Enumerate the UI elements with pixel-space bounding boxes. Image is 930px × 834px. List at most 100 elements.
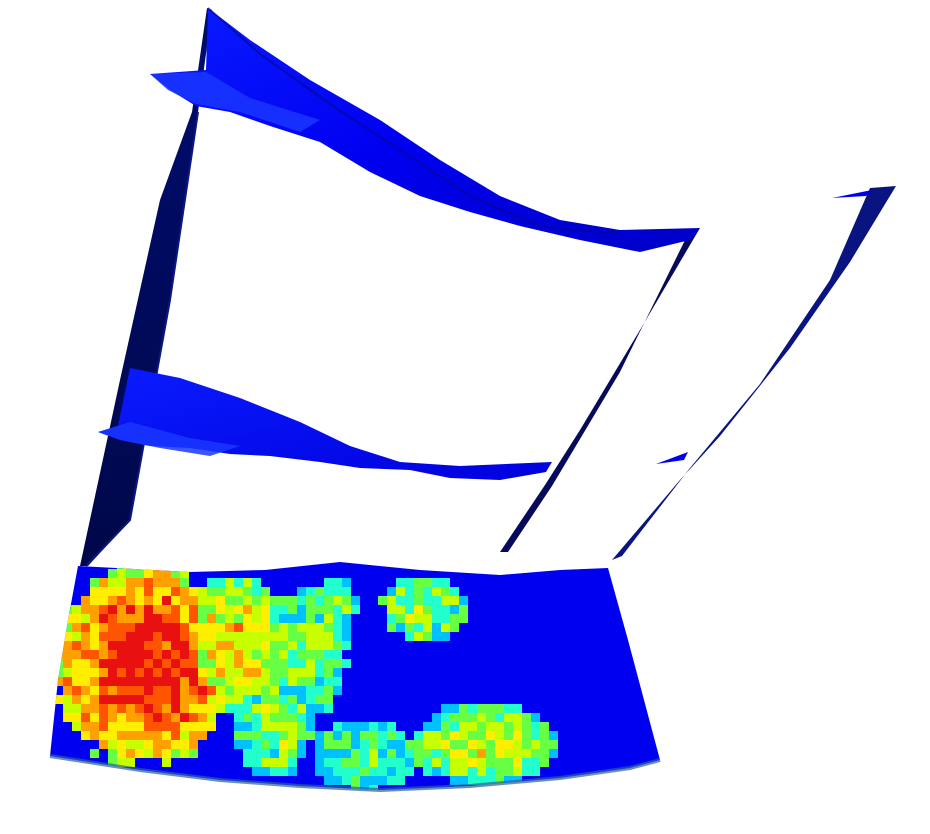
property-cell bbox=[360, 749, 369, 758]
property-cell bbox=[315, 758, 324, 767]
property-cell bbox=[306, 722, 315, 731]
property-cell bbox=[72, 713, 81, 722]
property-cell bbox=[81, 632, 90, 641]
property-cell bbox=[81, 695, 90, 704]
property-cell bbox=[144, 722, 153, 731]
property-cell bbox=[108, 632, 117, 641]
property-cell bbox=[99, 623, 108, 632]
property-cell bbox=[144, 623, 153, 632]
property-cell bbox=[108, 641, 117, 650]
property-cell bbox=[117, 641, 126, 650]
property-cell bbox=[153, 623, 162, 632]
property-cell bbox=[315, 632, 324, 641]
property-cell bbox=[189, 686, 198, 695]
property-cell bbox=[243, 614, 252, 623]
property-cell bbox=[288, 632, 297, 641]
property-cell bbox=[315, 740, 324, 749]
property-cell bbox=[351, 758, 360, 767]
property-cell bbox=[279, 686, 288, 695]
property-cell bbox=[297, 587, 306, 596]
property-cell bbox=[243, 668, 252, 677]
property-cell bbox=[180, 686, 189, 695]
property-cell bbox=[189, 668, 198, 677]
property-cell bbox=[243, 632, 252, 641]
property-cell bbox=[252, 740, 261, 749]
property-cell bbox=[54, 659, 63, 668]
property-cell bbox=[72, 659, 81, 668]
property-cell bbox=[369, 722, 378, 731]
property-cell bbox=[450, 776, 459, 785]
property-cell bbox=[162, 632, 171, 641]
property-cell bbox=[81, 605, 90, 614]
property-cell bbox=[360, 758, 369, 767]
property-cell bbox=[90, 578, 99, 587]
property-cell bbox=[279, 713, 288, 722]
property-cell bbox=[180, 641, 189, 650]
property-cell bbox=[270, 731, 279, 740]
property-cell bbox=[261, 695, 270, 704]
property-cell bbox=[189, 650, 198, 659]
property-cell bbox=[243, 686, 252, 695]
property-cell bbox=[117, 731, 126, 740]
property-cell bbox=[468, 740, 477, 749]
property-cell bbox=[234, 578, 243, 587]
property-cell bbox=[405, 623, 414, 632]
property-cell bbox=[378, 749, 387, 758]
property-cell bbox=[126, 668, 135, 677]
property-cell bbox=[135, 569, 144, 578]
property-grid-layer[interactable] bbox=[49, 560, 661, 794]
property-cell bbox=[531, 731, 540, 740]
property-cell bbox=[513, 704, 522, 713]
property-cell bbox=[81, 668, 90, 677]
property-cell bbox=[306, 677, 315, 686]
property-cell bbox=[234, 668, 243, 677]
property-cell bbox=[189, 605, 198, 614]
property-cell bbox=[540, 758, 549, 767]
property-cell bbox=[369, 731, 378, 740]
property-cell bbox=[252, 677, 261, 686]
property-cell bbox=[171, 632, 180, 641]
property-cell bbox=[486, 740, 495, 749]
property-cell bbox=[225, 677, 234, 686]
middle-horizon-surface[interactable] bbox=[98, 368, 552, 480]
property-cell bbox=[297, 659, 306, 668]
property-cell bbox=[261, 659, 270, 668]
property-cell bbox=[108, 695, 117, 704]
property-cell bbox=[297, 623, 306, 632]
property-cell bbox=[522, 758, 531, 767]
upper-horizon-surface[interactable] bbox=[150, 8, 700, 252]
fault-plane-center[interactable] bbox=[500, 228, 700, 552]
property-cell bbox=[126, 587, 135, 596]
property-cell bbox=[387, 767, 396, 776]
property-cell bbox=[153, 632, 162, 641]
property-cell bbox=[153, 749, 162, 758]
property-cell bbox=[297, 641, 306, 650]
property-cell bbox=[162, 704, 171, 713]
property-cell bbox=[459, 722, 468, 731]
property-cell bbox=[243, 650, 252, 659]
property-cell bbox=[324, 641, 333, 650]
property-cell bbox=[117, 749, 126, 758]
property-cell bbox=[81, 686, 90, 695]
property-cell bbox=[180, 587, 189, 596]
property-cell bbox=[81, 650, 90, 659]
property-cell bbox=[297, 632, 306, 641]
property-cell bbox=[459, 605, 468, 614]
property-cell bbox=[459, 731, 468, 740]
fault-plane-left[interactable] bbox=[80, 8, 212, 566]
property-cell bbox=[378, 596, 387, 605]
property-cell bbox=[135, 740, 144, 749]
property-cell bbox=[162, 578, 171, 587]
property-cell bbox=[495, 731, 504, 740]
property-cell bbox=[315, 659, 324, 668]
property-cell bbox=[369, 776, 378, 785]
property-cell bbox=[306, 695, 315, 704]
property-cell bbox=[414, 740, 423, 749]
fault-plane-right[interactable] bbox=[612, 186, 896, 560]
property-cell bbox=[108, 659, 117, 668]
property-cell bbox=[405, 758, 414, 767]
property-cell bbox=[297, 686, 306, 695]
property-cell bbox=[486, 722, 495, 731]
